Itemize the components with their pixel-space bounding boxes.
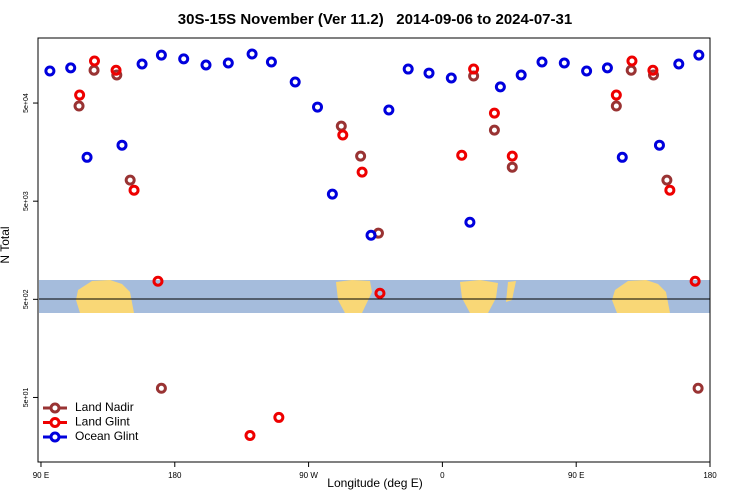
point [124,174,136,186]
point [610,89,622,101]
point [581,65,593,77]
point [616,151,628,163]
x-axis-label: Longitude (deg E) [327,476,422,490]
point [110,64,122,76]
x-tick-label: 180 [168,471,182,480]
point [647,64,659,76]
ocean-band [39,280,710,313]
x-tick-label: 180 [703,471,717,480]
point [136,58,148,70]
point [273,411,285,423]
point [693,49,705,61]
point [337,129,349,141]
plot-frame [37,37,711,463]
point [244,429,256,441]
point [88,55,100,67]
land-shape [336,280,372,313]
point [653,139,665,151]
point [456,149,468,161]
y-tick-label: 5e+02 [23,289,30,309]
point [383,104,395,116]
point [81,151,93,163]
point [692,382,704,394]
point [689,275,701,287]
point [661,174,673,186]
point [488,107,500,119]
y-tick-label: 5e+04 [23,93,30,113]
point [111,69,123,81]
point [673,58,685,70]
point [222,57,234,69]
point [610,100,622,112]
point [423,67,435,79]
point [468,63,480,75]
point [558,57,570,69]
point [374,287,386,299]
x-tick-label: 90 W [299,471,318,480]
point [289,76,301,88]
x-tick-label: 0 [440,471,445,480]
point [365,229,377,241]
point [155,382,167,394]
point [326,188,338,200]
point [601,62,613,74]
point [128,184,140,196]
point [356,166,368,178]
y-axis-label: N Total [0,226,12,263]
point [335,120,347,132]
point [664,184,676,196]
point [44,65,56,77]
point [515,69,527,81]
point [152,275,164,287]
point [464,216,476,228]
point [312,101,324,113]
x-tick-label: 90 E [33,471,49,480]
point [178,53,190,65]
point [265,56,277,68]
point [625,64,637,76]
land-shape [612,280,670,313]
legend-label: Land Nadir [75,400,134,414]
point [200,59,212,71]
point [506,161,518,173]
x-tick-label: 90 E [568,471,584,480]
legend-marker [49,402,61,414]
point [73,100,85,112]
land-shape [76,280,134,313]
legend-marker [49,417,61,428]
point [65,62,77,74]
point [506,150,518,162]
point [116,139,128,151]
legend-label: Land Glint [75,415,130,429]
point [402,63,414,75]
chart-title: 30S-15S November (Ver 11.2) 2014-09-06 t… [178,11,572,28]
point [88,64,100,76]
land-shape [460,280,498,313]
point [246,48,258,60]
point [494,81,506,93]
legend-label: Ocean Glint [75,429,139,443]
point [648,69,660,81]
point [74,89,86,101]
y-tick-label: 5e+03 [23,191,30,211]
point [155,49,167,61]
legend-marker [49,431,61,443]
point [626,55,638,67]
point [536,56,548,68]
point [445,72,457,84]
map-band [39,280,710,313]
point [355,150,367,162]
y-tick-label: 5e+01 [23,388,30,408]
point [488,124,500,136]
land-shape [506,281,516,302]
